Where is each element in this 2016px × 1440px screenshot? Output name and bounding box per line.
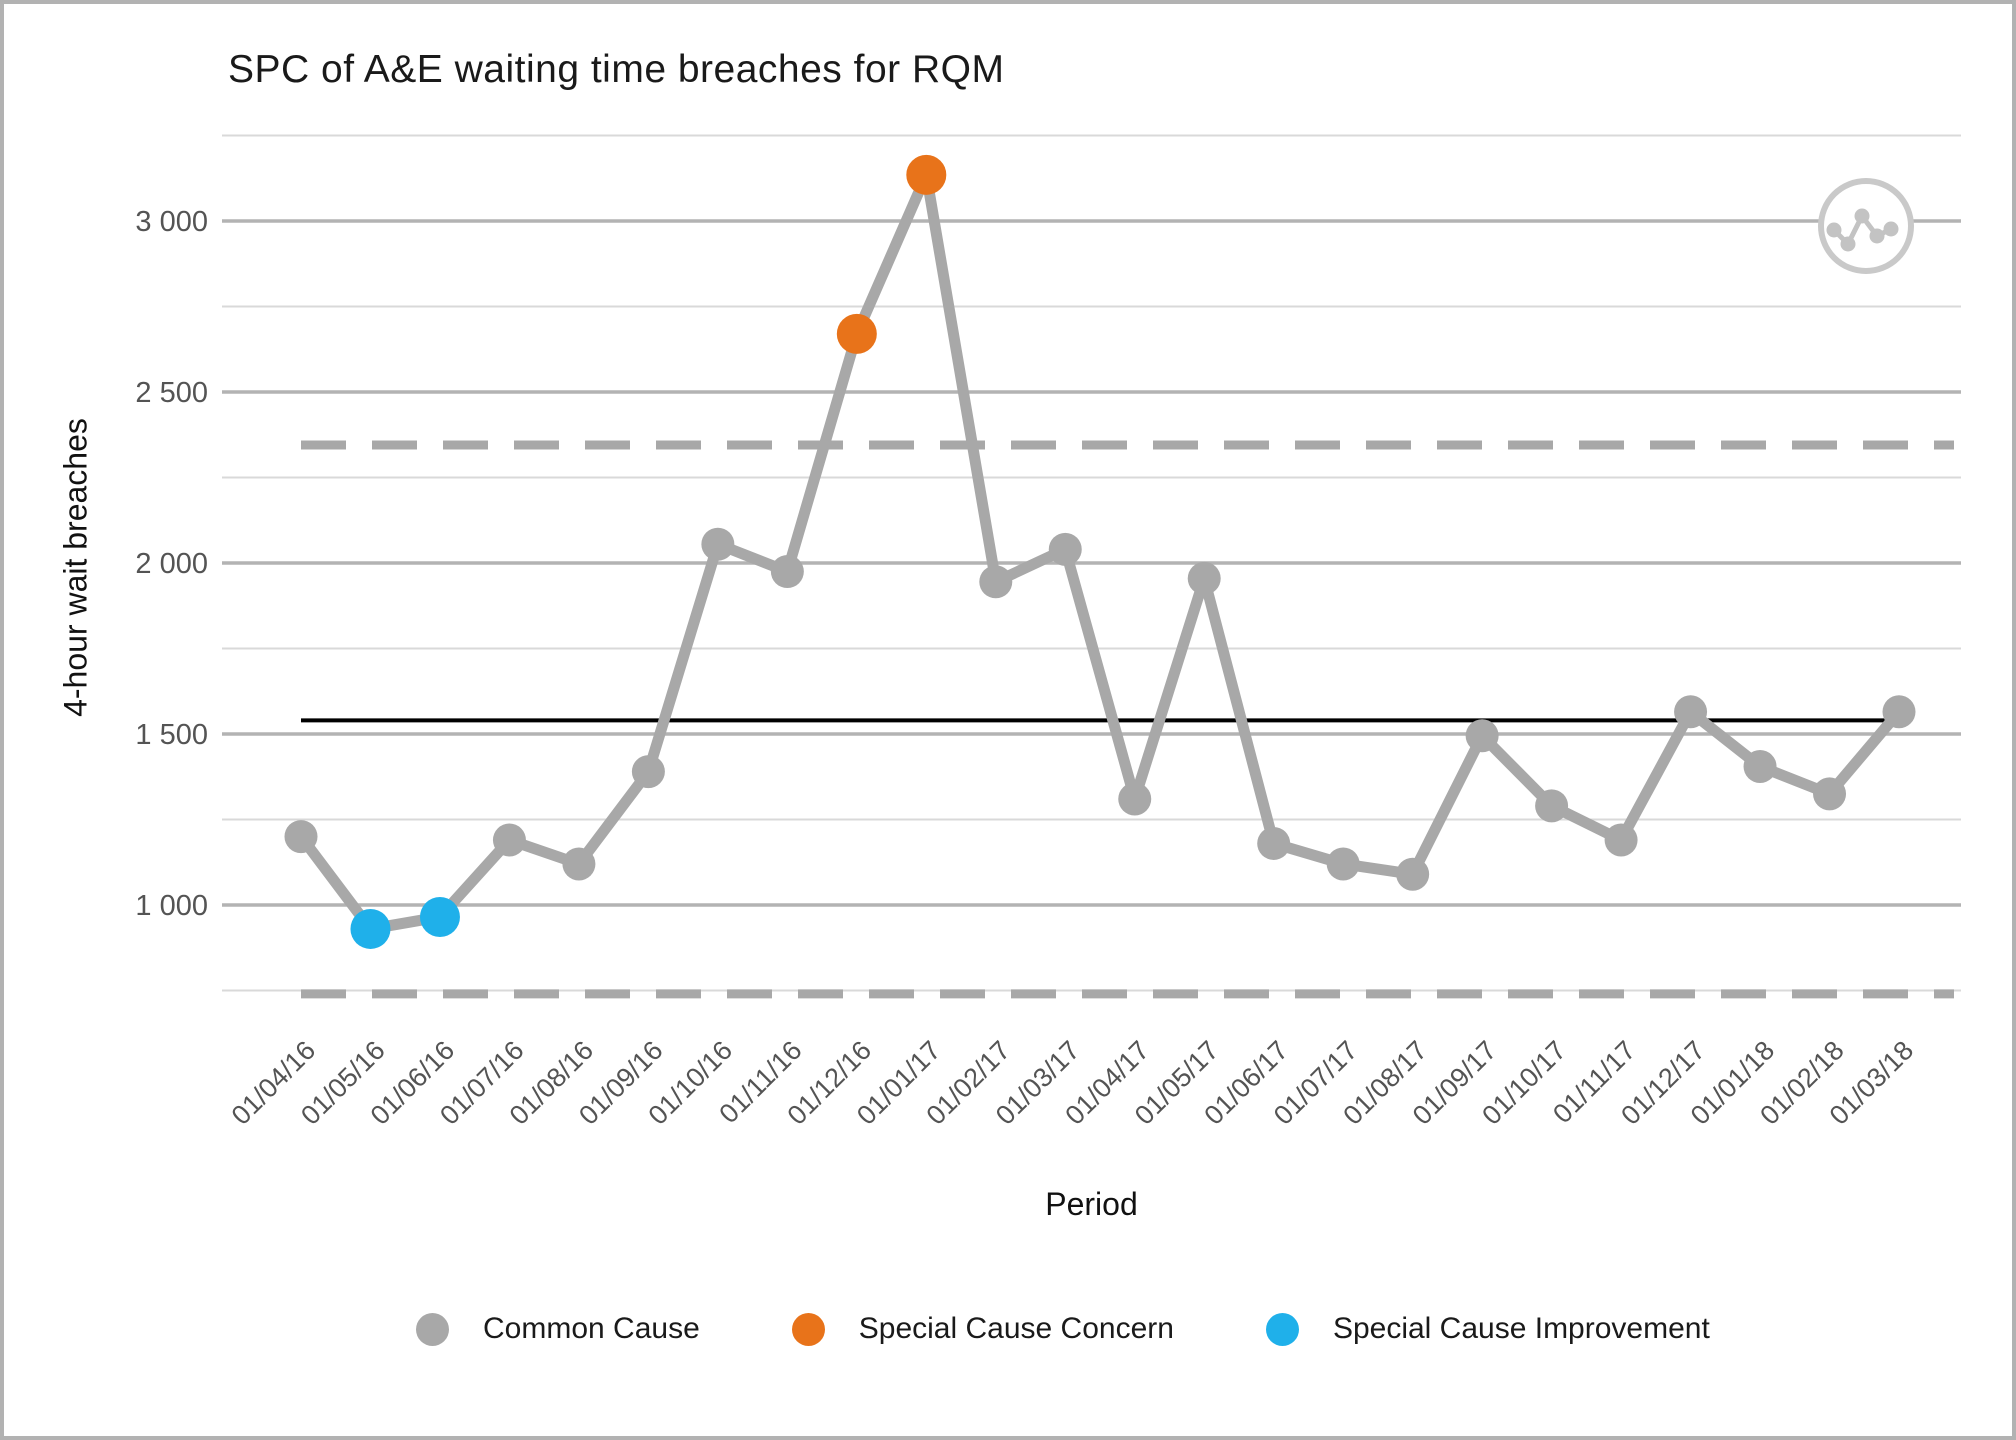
y-tick-label: 1 500 — [135, 719, 208, 751]
data-point-common — [1257, 826, 1291, 860]
data-point-common — [562, 847, 596, 881]
data-point-common — [1743, 749, 1777, 783]
legend-label: Special Cause Improvement — [1332, 1312, 1710, 1345]
legend: Common Cause Special Cause Concern Special… — [416, 1300, 1710, 1358]
data-line — [295, 169, 1905, 935]
x-axis-title: Period — [1045, 1186, 1138, 1222]
legend-item: Special Cause Concern — [791, 1312, 1174, 1346]
legend-dot-icon — [416, 1312, 449, 1346]
data-point-common — [1118, 782, 1152, 816]
legend-label: Common Cause — [483, 1312, 700, 1345]
data-point-common — [701, 527, 735, 561]
data-point-concern — [836, 313, 877, 354]
data-point-common — [1535, 789, 1569, 823]
y-tick-label: 3 000 — [135, 206, 208, 238]
legend-dot-icon — [791, 1312, 825, 1346]
data-point-common — [1396, 857, 1430, 891]
data-point-common — [770, 555, 804, 589]
data-point-common — [1048, 532, 1082, 566]
data-point-common — [1604, 823, 1638, 857]
y-tick-label: 1 000 — [135, 890, 208, 922]
data-point-common — [492, 823, 526, 857]
data-point-common — [284, 820, 318, 854]
data-point-common — [1813, 777, 1847, 811]
y-tick-label: 2 000 — [135, 548, 208, 580]
legend-item: Common Cause — [416, 1312, 700, 1346]
data-point-common — [631, 755, 665, 789]
y-tick-label: 2 500 — [135, 377, 208, 409]
data-point-common — [1882, 695, 1916, 729]
line-chart-circle-icon — [1818, 178, 1914, 274]
data-point-concern — [906, 154, 947, 195]
data-point-improvement — [419, 896, 460, 937]
data-point-common — [979, 565, 1013, 599]
data-point-common — [1465, 719, 1499, 753]
legend-label: Special Cause Concern — [858, 1312, 1174, 1345]
data-point-common — [1674, 695, 1708, 729]
chart-title: SPC of A&E waiting time breaches for RQM — [228, 48, 1005, 91]
data-point-common — [1187, 561, 1221, 595]
data-point-improvement — [350, 908, 391, 949]
legend-dot-icon — [1265, 1312, 1299, 1346]
legend-item: Special Cause Improvement — [1265, 1312, 1710, 1346]
data-point-common — [1326, 847, 1360, 881]
